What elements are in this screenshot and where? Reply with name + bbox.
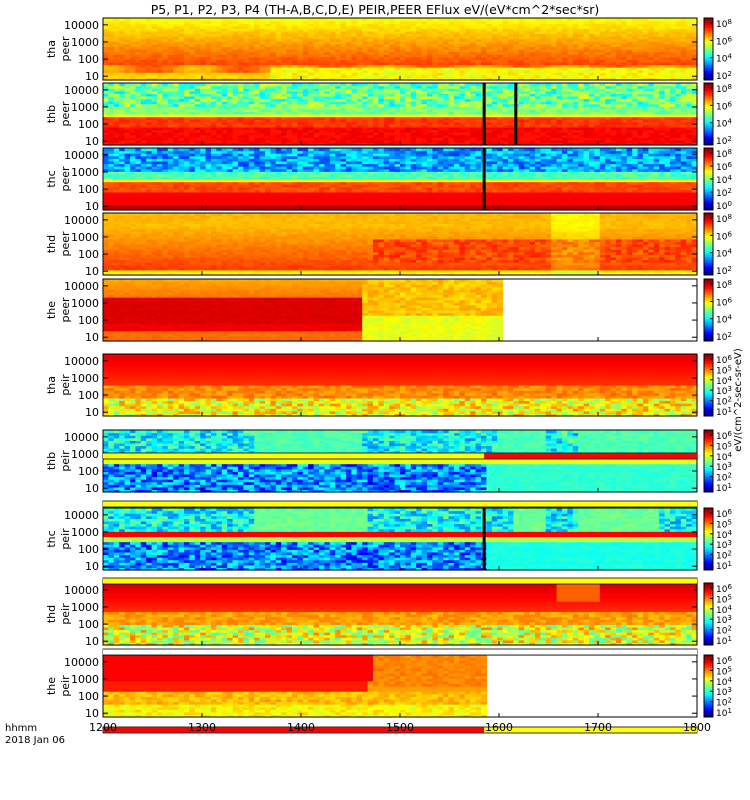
colorbar-tick-label: 106: [716, 35, 732, 47]
y-tick-label: 10000: [64, 19, 99, 32]
spectrogram-stack: 10 100 1000 10000 tha peer 108 106 104 1021010010…: [0, 0, 750, 800]
y-tick-label: 10: [85, 70, 99, 83]
panel-probe-label: tha: [45, 40, 58, 58]
colorbar-tick-label: 102: [716, 70, 732, 82]
y-tick-label: 1000: [71, 36, 99, 49]
colorbar: 108 106 104 102: [704, 18, 732, 82]
panel-species-label: peer: [59, 36, 72, 62]
panel-tha-peer: 10 100 1000 10000 tha peer 108 106 104 102: [45, 18, 732, 83]
spectrogram-cells: [103, 18, 698, 81]
colorbar-tick-label: 108: [716, 18, 732, 30]
y-tick-label: 100: [78, 53, 99, 66]
spectrogram-cells: [103, 83, 698, 146]
colorbar-tick-label: 104: [716, 53, 732, 65]
panel-thb-peer: 10100100010000thb peer108106104102: [45, 83, 732, 148]
